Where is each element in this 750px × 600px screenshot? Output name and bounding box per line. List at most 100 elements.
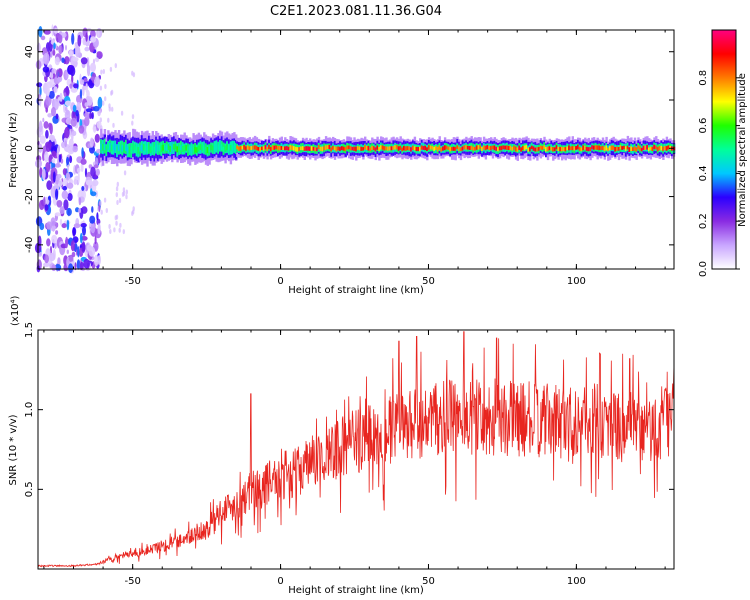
heatmap-cell: [45, 143, 51, 152]
heatmap-y-axis-label: Frequency (Hz): [8, 112, 19, 188]
heatmap-cell: [264, 145, 267, 150]
heatmap-cell: [328, 144, 331, 150]
heatmap-cell: [543, 145, 546, 149]
heatmap-cell: [404, 146, 408, 151]
heatmap-cell: [169, 145, 172, 152]
heatmap-cell: [115, 220, 118, 226]
heatmap-cell: [419, 146, 422, 152]
heatmap-cell: [131, 211, 134, 216]
heatmap-cell: [266, 146, 269, 152]
heatmap-cell: [426, 147, 429, 151]
heatmap-cell: [73, 223, 81, 229]
colorbar-tick-label: 0.6: [698, 118, 709, 134]
heatmap-cell: [46, 238, 51, 247]
heatmap-cell: [646, 144, 649, 150]
heatmap-cell: [344, 147, 347, 152]
heatmap-cell: [203, 145, 206, 152]
heatmap-cell: [70, 117, 77, 127]
heatmap-cell: [40, 35, 46, 41]
heatmap-cell: [656, 147, 660, 152]
heatmap-cell: [112, 144, 115, 151]
heatmap-cell: [243, 144, 246, 150]
x-tick-label: 100: [567, 576, 586, 587]
heatmap-cell: [326, 145, 330, 150]
heatmap-cell: [61, 223, 67, 229]
heatmap-cell: [45, 162, 51, 173]
heatmap-cell: [387, 146, 390, 151]
heatmap-cell: [108, 224, 111, 229]
heatmap-cell: [55, 179, 59, 185]
heatmap-cell: [635, 147, 638, 152]
x-tick-label: 50: [422, 276, 435, 287]
colorbar-bar: [711, 29, 737, 270]
heatmap-cell: [335, 146, 338, 152]
heatmap-cell: [51, 264, 57, 272]
heatmap-cell: [339, 146, 342, 152]
heatmap-cell: [316, 147, 319, 152]
heatmap-cell: [67, 193, 73, 201]
heatmap-cell: [181, 146, 185, 152]
heatmap-cell: [632, 147, 635, 151]
heatmap-cell: [107, 117, 110, 123]
heatmap-cell: [633, 146, 637, 151]
heatmap-cell: [90, 36, 97, 43]
heatmap-cell: [139, 145, 142, 152]
heatmap-cell: [642, 145, 645, 151]
heatmap-cell: [388, 146, 392, 151]
heatmap-cell: [259, 147, 262, 152]
heatmap-cell: [53, 42, 56, 50]
heatmap-cell: [289, 145, 292, 150]
heatmap-cell: [74, 262, 77, 271]
heatmap-cell: [58, 44, 63, 55]
heatmap-cell: [300, 146, 303, 151]
heatmap-cell: [44, 254, 49, 264]
heatmap-cell: [575, 146, 578, 150]
heatmap-cell: [78, 197, 82, 206]
heatmap-cell: [52, 171, 56, 183]
heatmap-cell: [429, 145, 433, 150]
heatmap-cell: [475, 145, 479, 150]
heatmap-cell: [97, 29, 100, 38]
heatmap-cell: [79, 261, 84, 270]
heatmap-cell: [97, 223, 101, 235]
heatmap-cell: [268, 144, 271, 150]
heatmap-cell: [269, 146, 273, 152]
heatmap-cell: [245, 146, 248, 151]
heatmap-cell: [445, 145, 448, 150]
heatmap-cell: [406, 146, 409, 151]
heatmap-cell: [548, 146, 551, 151]
heatmap-cell: [250, 146, 253, 151]
heatmap-cell: [111, 106, 114, 112]
heatmap-cell: [91, 179, 99, 187]
heatmap-cell: [59, 92, 63, 102]
x-tick-label: 100: [567, 276, 586, 287]
heatmap-cell: [131, 70, 134, 76]
heatmap-cell: [449, 146, 452, 152]
heatmap-cell: [107, 143, 110, 150]
heatmap-cell: [506, 145, 509, 150]
heatmap-cell: [121, 145, 124, 152]
colorbar-ticks: 0.0 0.2 0.4 0.6 0.8: [698, 70, 740, 277]
heatmap-cell: [233, 145, 236, 151]
colorbar-tick-label: 0.4: [698, 165, 709, 181]
heatmap-cell: [598, 145, 601, 151]
heatmap-cell: [105, 146, 108, 155]
heatmap-cell: [117, 144, 121, 152]
heatmap-cell: [490, 145, 493, 151]
heatmap-cell: [103, 143, 107, 151]
heatmap-cell: [323, 146, 326, 151]
heatmap-cell: [48, 134, 55, 141]
heatmap-cell: [190, 146, 193, 153]
heatmap-cell: [365, 145, 369, 150]
heatmap-cell: [46, 221, 52, 230]
heatmap-cell: [62, 168, 67, 176]
heatmap-cell: [116, 181, 120, 187]
heatmap-cell: [403, 145, 406, 151]
heatmap-cell: [65, 172, 71, 181]
heatmap-cell: [43, 196, 46, 206]
heatmap-cell: [227, 145, 231, 152]
heatmap-cell: [513, 145, 516, 150]
heatmap-cell: [100, 143, 103, 151]
heatmap-cell: [491, 145, 495, 150]
heatmap-cell: [89, 111, 93, 119]
